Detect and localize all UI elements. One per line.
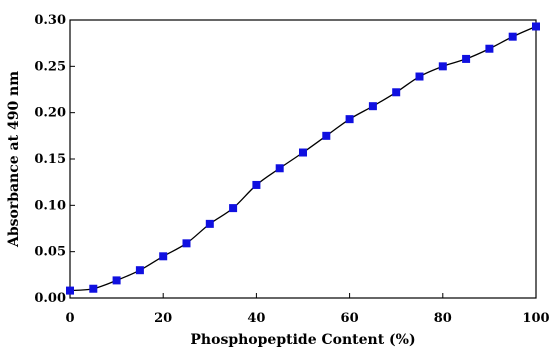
data-point-square bbox=[392, 88, 401, 97]
x-tick-label: 100 bbox=[522, 311, 549, 326]
y-tick-label: 0.25 bbox=[34, 59, 66, 74]
data-point-square bbox=[322, 131, 331, 140]
fit-curve-group bbox=[69, 25, 537, 292]
y-tick-label: 0.15 bbox=[34, 152, 66, 167]
data-point-square bbox=[485, 44, 494, 53]
tick-labels: 0.00 0.05 0.10 0.15 0.20 0.25 0.30 0 20 40 60 80 100 bbox=[34, 13, 549, 326]
data-point-square bbox=[112, 276, 121, 285]
data-point-square bbox=[252, 180, 261, 189]
x-tick-label: 40 bbox=[247, 311, 265, 326]
data-point-square bbox=[89, 284, 98, 293]
data-point-square bbox=[159, 252, 168, 261]
data-point-square bbox=[438, 62, 447, 71]
axes bbox=[69, 19, 537, 299]
x-tick-label: 80 bbox=[434, 311, 452, 326]
data-point-square bbox=[508, 32, 517, 41]
data-point-square bbox=[66, 286, 74, 295]
x-tick-label: 20 bbox=[154, 311, 172, 326]
y-tick-label: 0.10 bbox=[34, 198, 66, 213]
data-point-square bbox=[299, 148, 307, 157]
data-points bbox=[66, 22, 540, 295]
x-tick-label: 60 bbox=[341, 311, 359, 326]
data-point-square bbox=[275, 164, 284, 173]
y-tick-label: 0.20 bbox=[34, 106, 66, 121]
data-point-square bbox=[368, 102, 377, 111]
data-point-square bbox=[462, 54, 471, 63]
data-point-square bbox=[135, 266, 144, 275]
y-tick-label: 0.05 bbox=[34, 245, 66, 260]
data-point-square bbox=[345, 115, 354, 124]
data-point-square bbox=[182, 239, 191, 248]
x-tick-label: 0 bbox=[65, 311, 74, 326]
y-axis-title: Absorbance at 490 nm bbox=[6, 71, 22, 248]
y-tick-label: 0.00 bbox=[34, 291, 66, 306]
data-point-square bbox=[415, 72, 424, 81]
data-point-square bbox=[532, 22, 540, 31]
data-point-square bbox=[229, 204, 238, 213]
data-point-square bbox=[205, 219, 214, 228]
y-tick-label: 0.30 bbox=[34, 13, 66, 28]
fit-curve bbox=[69, 25, 537, 292]
x-axis-title: Phosphopeptide Content (%) bbox=[190, 332, 415, 348]
